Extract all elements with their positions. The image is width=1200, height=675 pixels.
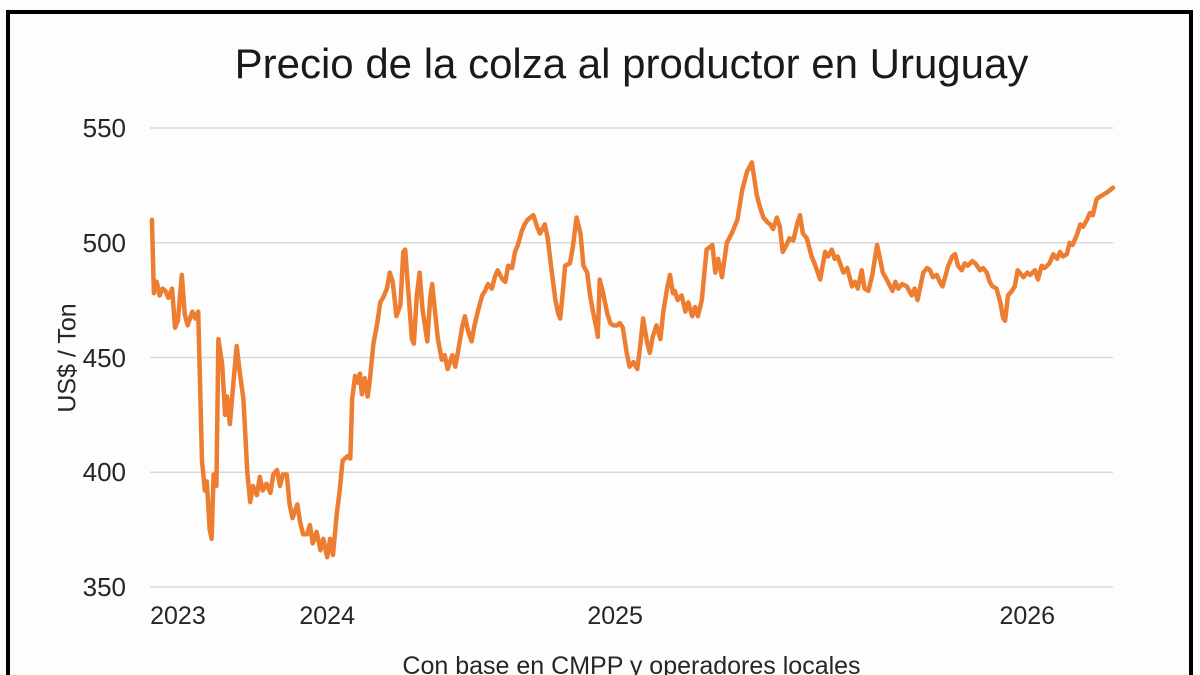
y-tick-label: 500 — [82, 227, 126, 258]
x-tick-label: 2024 — [299, 602, 355, 630]
y-tick-label: 400 — [82, 457, 126, 488]
y-tick-label: 350 — [82, 572, 126, 602]
y-tick-label: 550 — [82, 113, 126, 143]
chart-source-caption: Con base en CMPP y operadores locales — [402, 652, 861, 675]
y-tick-label: 450 — [82, 342, 126, 373]
x-tick-label: 2023 — [150, 602, 206, 630]
x-tick-label: 2025 — [587, 602, 643, 630]
gridlines — [150, 127, 1113, 588]
x-tick-label: 2026 — [999, 602, 1056, 630]
price-line-series — [149, 160, 1116, 560]
chart-title: Precio de la colza al productor en Urugu… — [234, 40, 1029, 87]
